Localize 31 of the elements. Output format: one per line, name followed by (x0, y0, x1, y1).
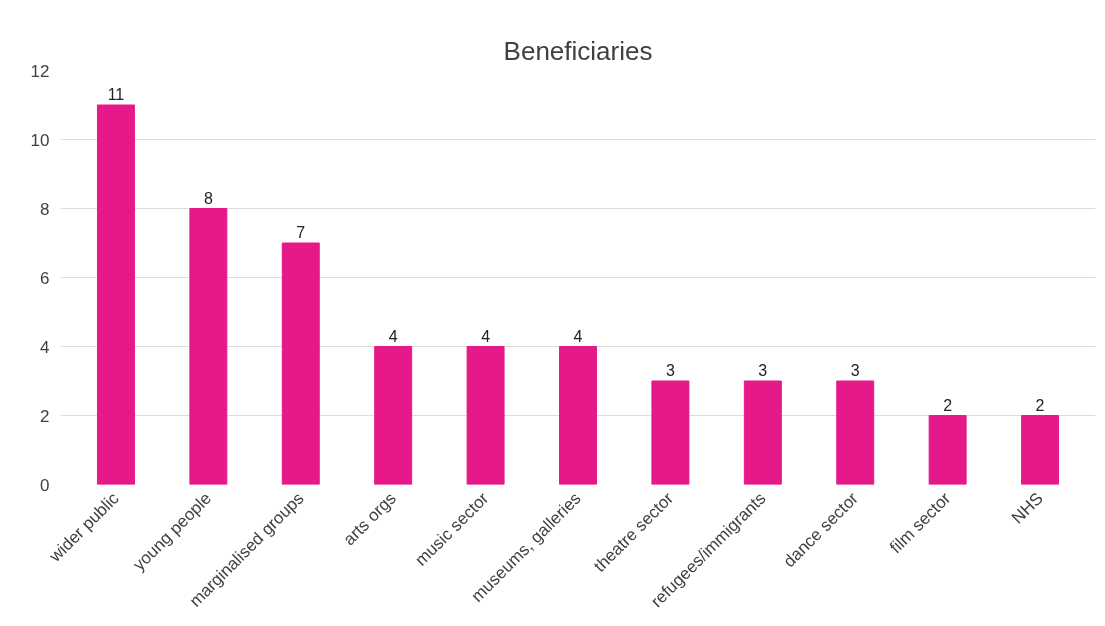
bar (466, 346, 505, 485)
y-tick-label: 12 (30, 61, 50, 81)
bar (743, 380, 782, 485)
bar (189, 208, 228, 485)
data-label: 4 (481, 327, 491, 345)
y-tick-label: 4 (40, 337, 50, 357)
data-label: 3 (758, 362, 768, 379)
y-tick-label: 6 (40, 268, 50, 288)
data-label: 2 (1035, 396, 1045, 414)
data-label: 4 (388, 327, 398, 345)
data-label: 4 (573, 327, 583, 345)
y-tick-label: 8 (40, 199, 50, 219)
bar (1021, 415, 1060, 485)
bar (836, 380, 875, 485)
data-label: 8 (203, 189, 213, 207)
y-tick-label: 0 (40, 475, 50, 495)
data-label: 3 (665, 362, 675, 379)
data-label: 7 (296, 224, 306, 241)
bar (96, 104, 135, 485)
bar (928, 415, 967, 485)
bar (281, 242, 320, 485)
bar (651, 380, 690, 485)
data-label: 11 (107, 86, 125, 103)
bar (374, 346, 413, 485)
bar (559, 346, 597, 485)
x-tick-label: arts orgs (339, 488, 400, 549)
data-label: 2 (943, 396, 953, 414)
data-label: 3 (850, 362, 860, 379)
chart-title: Beneficiaries (503, 35, 653, 66)
y-tick-label: 10 (30, 130, 50, 150)
y-tick-label: 2 (40, 406, 50, 426)
